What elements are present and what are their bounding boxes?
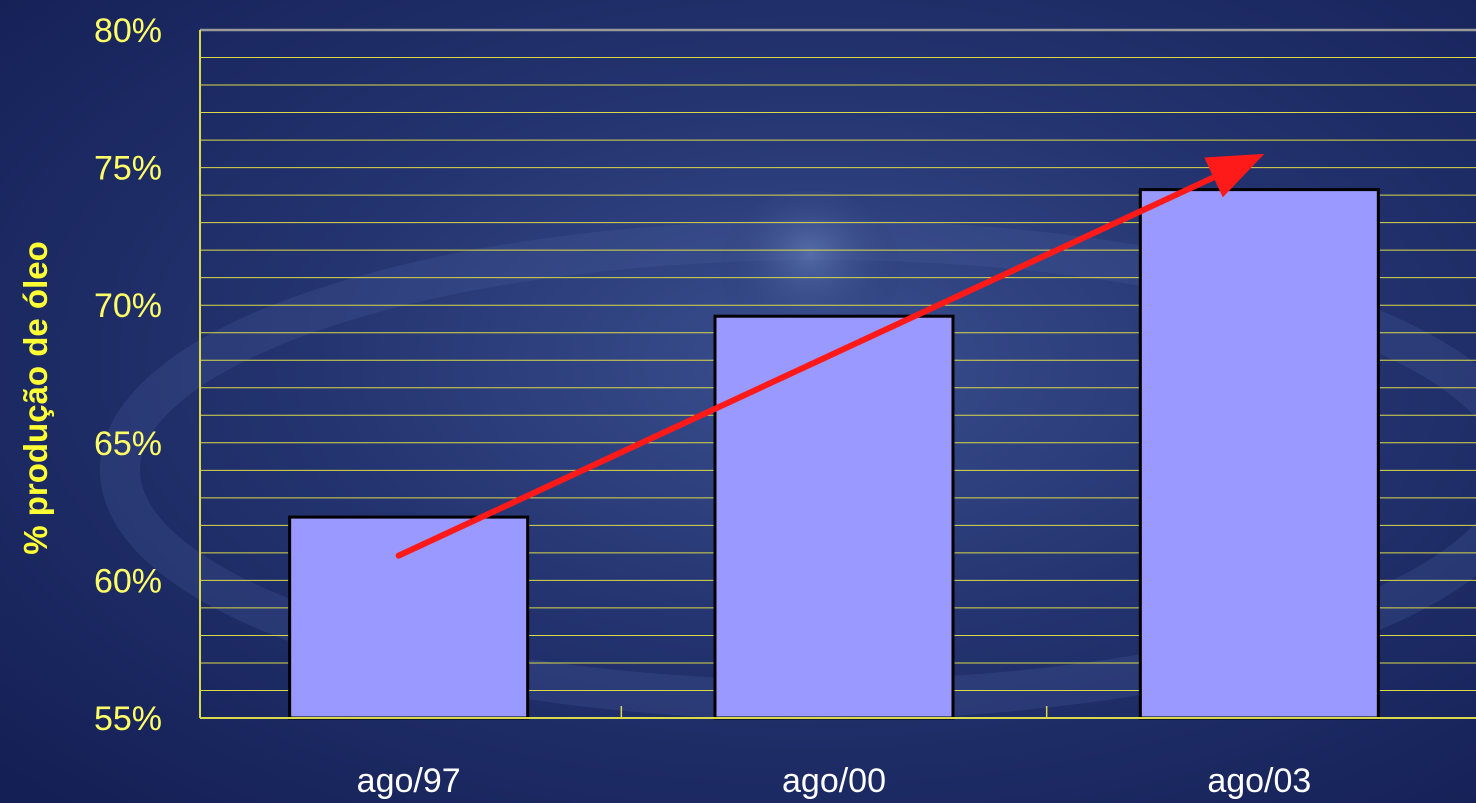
- background-drop: [720, 190, 900, 350]
- bar-ago/03: [1138, 188, 1380, 720]
- trend-arrow-shaft: [395, 174, 1217, 559]
- bar-ago/97: [288, 515, 530, 720]
- trend-annotation: [395, 153, 1265, 559]
- trend-arrow-head: [1204, 153, 1265, 198]
- y-tick-label: 80%: [94, 12, 162, 50]
- x-category-label: ago/97: [357, 762, 461, 800]
- x-category-label: ago/03: [1207, 762, 1311, 800]
- y-tick-label: 65%: [94, 425, 162, 463]
- y-tick-label: 70%: [94, 287, 162, 325]
- axes: [199, 30, 1476, 719]
- bar-ago/00: [713, 314, 955, 720]
- bars: [288, 188, 1380, 720]
- labels: 55% 60% 65% 70% 75% 80% ago/97 ago/00 ago/03: [94, 12, 1311, 800]
- x-category-label: ago/00: [782, 762, 886, 800]
- y-tick-label: 75%: [94, 150, 162, 188]
- y-tick-label: 60%: [94, 562, 162, 600]
- y-tick-label: 55%: [94, 700, 162, 738]
- y-axis-title: % produção de óleo: [17, 241, 54, 555]
